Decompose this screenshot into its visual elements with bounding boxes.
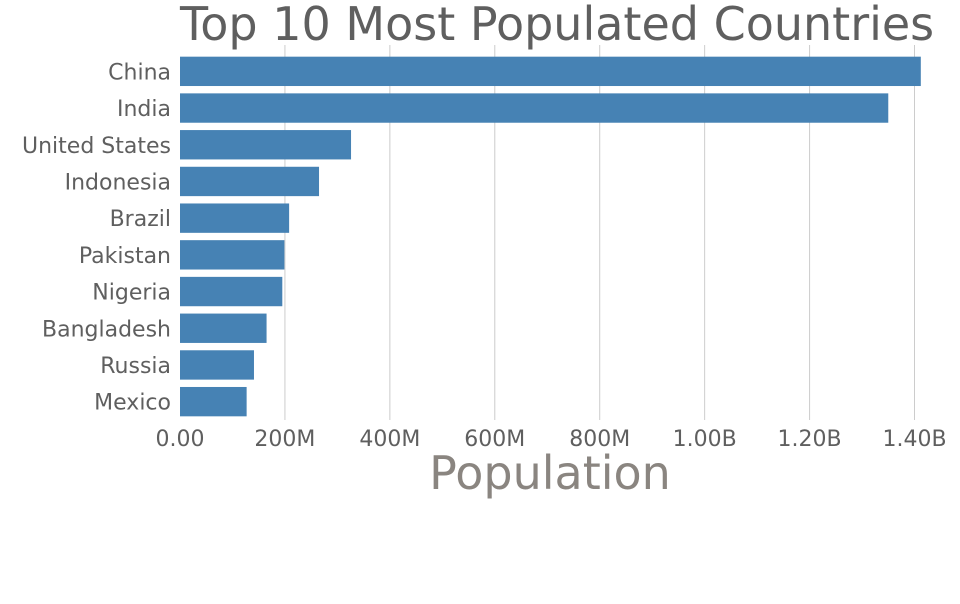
x-tick-label: 1.00B	[673, 427, 737, 452]
x-tick-label: 400M	[359, 427, 420, 452]
bar-india	[180, 93, 889, 123]
y-tick-label: Russia	[100, 354, 171, 379]
bar-china	[180, 56, 921, 87]
y-tick-label: Indonesia	[65, 170, 171, 195]
bar-russia	[180, 350, 254, 380]
y-tick-label: China	[108, 60, 171, 85]
x-tick-label: 0.00	[156, 427, 205, 452]
y-tick-labels: China India United States Indonesia Brazil Pa…	[22, 60, 171, 415]
bar-brazil	[180, 203, 290, 233]
y-tick-label: Pakistan	[79, 244, 171, 269]
y-tick-label: Bangladesh	[42, 317, 171, 342]
bar-united-states	[180, 130, 352, 160]
x-tick-label: 1.40B	[882, 427, 946, 452]
y-tick-label: United States	[22, 134, 171, 159]
chart-title: Top 10 Most Populated Countries	[179, 0, 934, 51]
bar-bangladesh	[180, 313, 267, 343]
y-tick-label: India	[117, 97, 171, 122]
bar-pakistan	[180, 240, 285, 270]
y-tick-label: Nigeria	[92, 281, 171, 306]
bar-indonesia	[180, 166, 320, 197]
y-tick-label: Mexico	[94, 391, 171, 416]
bar-nigeria	[180, 276, 283, 307]
x-tick-label: 800M	[569, 427, 630, 452]
x-axis-title: Population	[429, 446, 671, 500]
bars-layer	[180, 56, 921, 417]
x-tick-label: 600M	[464, 427, 525, 452]
y-tick-label: Brazil	[110, 207, 171, 232]
bar-mexico	[180, 386, 247, 417]
x-tick-label: 200M	[254, 427, 315, 452]
x-tick-label: 1.20B	[778, 427, 842, 452]
x-tick-labels: 0.00 200M 400M 600M 800M 1.00B 1.20B 1.40B	[156, 427, 947, 452]
